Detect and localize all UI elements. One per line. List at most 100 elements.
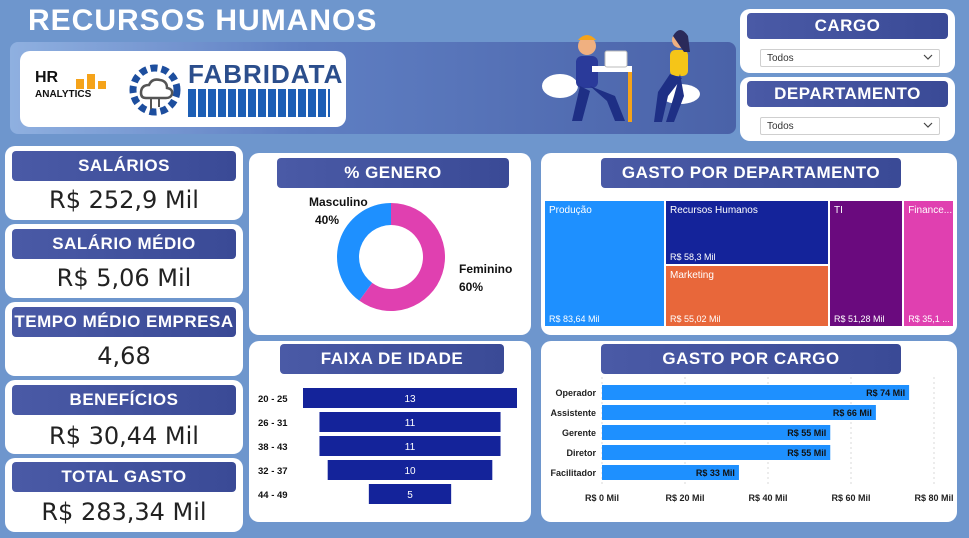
funnel-category-label: 44 - 49 [258, 490, 288, 501]
kpi-card-salario-medio: SALÁRIO MÉDIO R$ 5,06 Mil [5, 224, 243, 298]
funnel-bar[interactable] [303, 388, 517, 408]
departamento-filter-card: DEPARTAMENTO Todos [740, 77, 955, 141]
genero-card: % GENERO Masculino 40% Feminino 60% [249, 153, 531, 335]
people-meeting-illustration [542, 30, 700, 122]
page-title: RECURSOS HUMANOS [28, 4, 378, 37]
logo-card: HR ANALYTICS FABRIDATA [20, 51, 346, 127]
kpi-value: 4,68 [97, 342, 151, 370]
funnel-bar[interactable] [319, 412, 501, 432]
treemap-cell-label: Marketing [670, 270, 714, 282]
funnel-bar[interactable] [327, 460, 493, 480]
treemap-cell[interactable]: Produção R$ 83,64 Mil [545, 201, 665, 326]
bar-category-label: Assistente [550, 408, 596, 418]
treemap-cell[interactable]: TI R$ 51,28 Mil [830, 201, 903, 326]
bar-category-label: Operador [555, 388, 596, 398]
chart-title: FAIXA DE IDADE [280, 344, 504, 374]
treemap-cell-label: Finance... [908, 205, 953, 216]
pie-label-pct: 40% [315, 213, 339, 227]
cargo-card: GASTO POR CARGO R$ 0 Mil R$ 20 Mil R$ 40 M… [541, 341, 957, 522]
departamento-dropdown[interactable]: Todos [760, 117, 940, 135]
chevron-down-icon [923, 54, 933, 60]
x-tick-label: R$ 20 Mil [665, 493, 704, 503]
x-tick-label: R$ 80 Mil [914, 493, 953, 503]
kpi-value: R$ 252,9 Mil [49, 186, 199, 214]
chart-title: % GENERO [277, 158, 509, 188]
funnel-bar[interactable] [319, 436, 501, 456]
treemap-cell-value: R$ 51,28 Mil [834, 314, 885, 324]
funnel-category-label: 20 - 25 [258, 394, 288, 405]
pie-label-pct: 60% [459, 280, 483, 294]
gasto-por-cargo-bar-chart: R$ 0 Mil R$ 20 Mil R$ 40 Mil R$ 60 Mil R$ 80… [550, 377, 954, 503]
brand-logo-text: FABRIDATA [188, 59, 344, 89]
departamento-card: GASTO POR DEPARTAMENTO Produção R$ 83,64 … [541, 153, 957, 335]
genero-donut-chart: Masculino 40% Feminino 60% [309, 195, 512, 311]
bar-value-label: R$ 55 Mil [787, 448, 826, 458]
brand-logo-grid [188, 89, 330, 117]
kpi-label: TEMPO MÉDIO EMPRESA [12, 307, 236, 337]
bar-chart-icon [76, 74, 106, 89]
bar[interactable] [602, 425, 831, 440]
cargo-dropdown[interactable]: Todos [760, 49, 940, 67]
hr-logo-text: HR [35, 69, 59, 86]
bar-value-label: R$ 33 Mil [696, 468, 735, 478]
funnel-category-label: 32 - 37 [258, 466, 288, 477]
departamento-treemap: Produção R$ 83,64 Mil Recursos Humanos R$ 5… [545, 201, 957, 328]
treemap-cell[interactable]: Finance... R$ 35,1 ... [904, 201, 953, 326]
x-tick-label: R$ 60 Mil [831, 493, 870, 503]
faixa-idade-card: FAIXA DE IDADE 13 20 - 25 11 26 - 31 11 38 - … [249, 341, 531, 522]
treemap-cell-label: Recursos Humanos [670, 205, 758, 216]
kpi-card-tempo-medio: TEMPO MÉDIO EMPRESA 4,68 [5, 302, 243, 376]
bar[interactable] [602, 465, 739, 480]
bar-value-label: R$ 66 Mil [833, 408, 872, 418]
cargo-dropdown-value: Todos [767, 53, 794, 64]
chart-title: GASTO POR CARGO [601, 344, 901, 374]
bar[interactable] [602, 445, 831, 460]
bar-category-label: Gerente [562, 428, 596, 438]
funnel-value-label: 10 [404, 466, 416, 477]
kpi-label: SALÁRIOS [12, 151, 236, 181]
kpi-card-beneficios: BENEFÍCIOS R$ 30,44 Mil [5, 380, 243, 454]
departamento-filter-label: DEPARTAMENTO [747, 81, 948, 107]
x-tick-label: R$ 0 Mil [585, 493, 619, 503]
funnel-category-label: 38 - 43 [258, 442, 288, 453]
treemap-cell-value: R$ 83,64 Mil [549, 314, 600, 324]
treemap-cell-value: R$ 35,1 ... [908, 314, 950, 324]
hr-logo-subtext: ANALYTICS [35, 89, 92, 100]
funnel-value-label: 13 [404, 394, 416, 405]
funnel-bar[interactable] [368, 484, 452, 504]
pie-slice-feminino[interactable] [359, 203, 445, 311]
departamento-dropdown-value: Todos [767, 121, 794, 132]
kpi-card-total-gasto: TOTAL GASTO R$ 283,34 Mil [5, 458, 243, 532]
treemap-cell[interactable]: Recursos Humanos R$ 58,3 Mil [666, 201, 828, 265]
bar-value-label: R$ 55 Mil [787, 428, 826, 438]
bar-category-label: Facilitador [550, 468, 596, 478]
treemap-cell-label: TI [834, 205, 843, 216]
pie-slice-masculino[interactable] [337, 203, 391, 301]
kpi-value: R$ 283,34 Mil [41, 498, 207, 526]
bar-category-label: Diretor [566, 448, 596, 458]
funnel-value-label: 11 [405, 418, 416, 429]
chart-title: GASTO POR DEPARTAMENTO [601, 158, 901, 188]
treemap-cell-value: R$ 55,02 Mil [670, 313, 721, 324]
treemap-cell[interactable]: Marketing R$ 55,02 Mil [666, 266, 828, 326]
bar[interactable] [602, 405, 876, 420]
gear-cloud-icon [129, 64, 181, 116]
funnel-category-label: 26 - 31 [258, 418, 288, 429]
kpi-label: SALÁRIO MÉDIO [12, 229, 236, 259]
kpi-card-salarios: SALÁRIOS R$ 252,9 Mil [5, 146, 243, 220]
faixa-idade-funnel-chart: 13 20 - 25 11 26 - 31 11 38 - 43 10 32 - 37 5 44 … [258, 388, 517, 504]
treemap-cell-label: Produção [549, 205, 592, 216]
cargo-filter-label: CARGO [747, 13, 948, 39]
kpi-value: R$ 5,06 Mil [56, 264, 192, 292]
kpi-label: TOTAL GASTO [12, 462, 236, 492]
kpi-value: R$ 30,44 Mil [49, 422, 199, 450]
x-tick-label: R$ 40 Mil [748, 493, 787, 503]
bar[interactable] [602, 385, 910, 400]
kpi-label: BENEFÍCIOS [12, 385, 236, 415]
cargo-filter-card: CARGO Todos [740, 9, 955, 73]
bar-value-label: R$ 74 Mil [866, 388, 905, 398]
funnel-value-label: 11 [405, 442, 416, 453]
chevron-down-icon [923, 122, 933, 128]
pie-label-name: Masculino [309, 195, 368, 209]
